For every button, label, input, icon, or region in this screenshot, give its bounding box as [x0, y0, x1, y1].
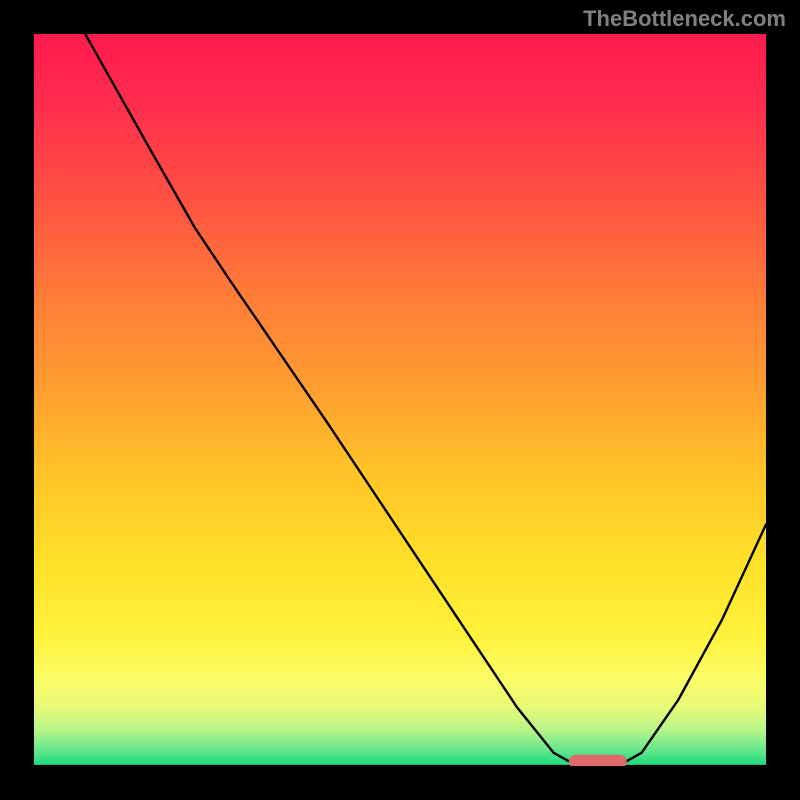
bottleneck-curve [34, 34, 766, 766]
plot-area [34, 34, 766, 766]
watermark-label: TheBottleneck.com [583, 6, 786, 32]
optimum-marker [568, 754, 627, 766]
